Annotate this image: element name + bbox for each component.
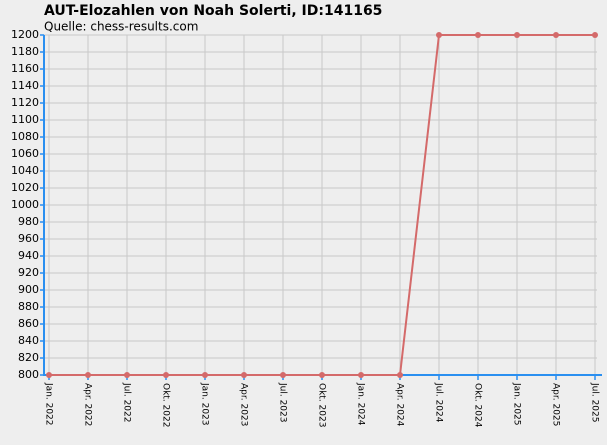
- x-tick-label: Jul. 2023: [278, 382, 288, 423]
- y-tick-label: 1120: [11, 96, 39, 109]
- data-point: [202, 372, 208, 378]
- y-tick-label: 1020: [11, 181, 39, 194]
- x-tick-label: Jul. 2024: [434, 382, 444, 423]
- x-tick-label: Apr. 2025: [551, 383, 561, 426]
- data-point: [358, 372, 364, 378]
- x-tick-label: Jan. 2024: [356, 382, 366, 426]
- x-tick-label: Jan. 2023: [200, 382, 210, 426]
- y-tick-label: 1060: [11, 147, 39, 160]
- data-point: [514, 32, 520, 38]
- data-point: [124, 372, 130, 378]
- x-tick-label: Jul. 2022: [122, 382, 132, 423]
- y-tick-label: 920: [18, 266, 39, 279]
- y-tick-label: 1000: [11, 198, 39, 211]
- y-tick-label: 960: [18, 232, 39, 245]
- y-tick-label: 1160: [11, 62, 39, 75]
- x-tick-label: Apr. 2022: [83, 383, 93, 426]
- data-point: [280, 372, 286, 378]
- y-tick-label: 1200: [11, 28, 39, 41]
- data-point: [436, 32, 442, 38]
- x-tick-label: Okt. 2022: [161, 383, 171, 427]
- data-point: [397, 372, 403, 378]
- y-tick-label: 1040: [11, 164, 39, 177]
- data-point: [46, 372, 52, 378]
- y-tick-label: 800: [18, 368, 39, 381]
- data-point: [319, 372, 325, 378]
- data-point: [163, 372, 169, 378]
- y-tick-label: 840: [18, 334, 39, 347]
- y-tick-label: 860: [18, 317, 39, 330]
- y-tick-label: 940: [18, 249, 39, 262]
- y-tick-label: 1080: [11, 130, 39, 143]
- y-tick-label: 1100: [11, 113, 39, 126]
- x-tick-label: Apr. 2024: [395, 383, 405, 427]
- y-tick-label: 1140: [11, 79, 39, 92]
- y-tick-label: 820: [18, 351, 39, 364]
- chart-subtitle: Quelle: chess-results.com: [44, 20, 198, 34]
- x-tick-label: Okt. 2023: [317, 383, 327, 427]
- y-tick-label: 880: [18, 300, 39, 313]
- data-point: [553, 32, 559, 38]
- x-tick-label: Apr. 2023: [239, 383, 249, 426]
- chart-title: AUT-Elozahlen von Noah Solerti, ID:14116…: [44, 3, 382, 19]
- y-tick-label: 900: [18, 283, 39, 296]
- data-point: [475, 32, 481, 38]
- x-tick-label: Jan. 2022: [44, 382, 54, 426]
- y-tick-label: 980: [18, 215, 39, 228]
- data-point: [241, 372, 247, 378]
- y-tick-label: 1180: [11, 45, 39, 58]
- x-tick-label: Okt. 2024: [473, 383, 483, 428]
- data-point: [85, 372, 91, 378]
- x-tick-label: Jan. 2025: [512, 382, 522, 426]
- data-point: [592, 32, 598, 38]
- x-tick-label: Jul. 2025: [590, 382, 600, 423]
